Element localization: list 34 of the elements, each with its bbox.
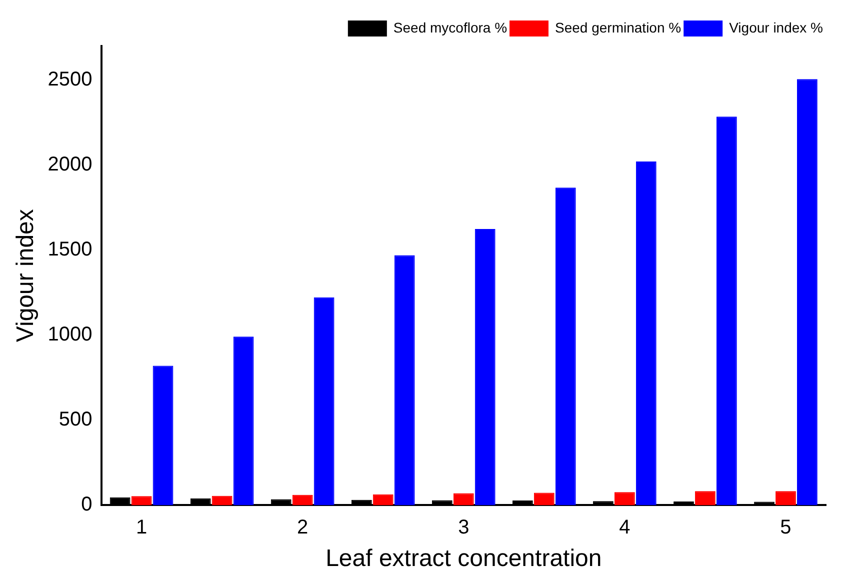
y-axis-title: Vigour index — [12, 209, 40, 342]
bar — [212, 496, 232, 506]
x-tick-label: 3 — [458, 516, 470, 539]
bar — [776, 491, 796, 506]
x-tick-label: 2 — [297, 516, 308, 539]
bar — [292, 494, 313, 506]
legend-label: Seed germination % — [555, 19, 682, 36]
y-tick-label: 0 — [81, 494, 92, 516]
x-tick-label: 5 — [780, 516, 792, 539]
bar — [695, 491, 716, 506]
bar — [372, 494, 394, 506]
bar — [716, 116, 737, 506]
y-tick-label: 2500 — [48, 68, 92, 91]
y-tick-label: 2000 — [48, 154, 92, 176]
y-tick-label: 1500 — [48, 238, 92, 261]
bar — [797, 79, 818, 506]
bar — [314, 297, 334, 506]
y-tick-label: 1000 — [48, 324, 92, 346]
bar — [131, 496, 152, 506]
bar — [534, 492, 554, 506]
bar — [614, 492, 635, 506]
legend-label: Seed mycoflora % — [393, 19, 508, 36]
bar — [152, 366, 174, 506]
x-tick-label: 1 — [136, 516, 148, 539]
bar — [394, 255, 415, 506]
y-tick-label: 500 — [58, 408, 92, 431]
bar — [555, 188, 576, 506]
x-tick-label: 4 — [619, 516, 630, 539]
bar — [474, 229, 496, 506]
legend-label: Vigour index % — [729, 19, 824, 36]
bar — [233, 336, 254, 506]
bar — [453, 493, 474, 506]
bar — [636, 161, 656, 506]
x-axis-title: Leaf extract concentration — [326, 545, 602, 572]
